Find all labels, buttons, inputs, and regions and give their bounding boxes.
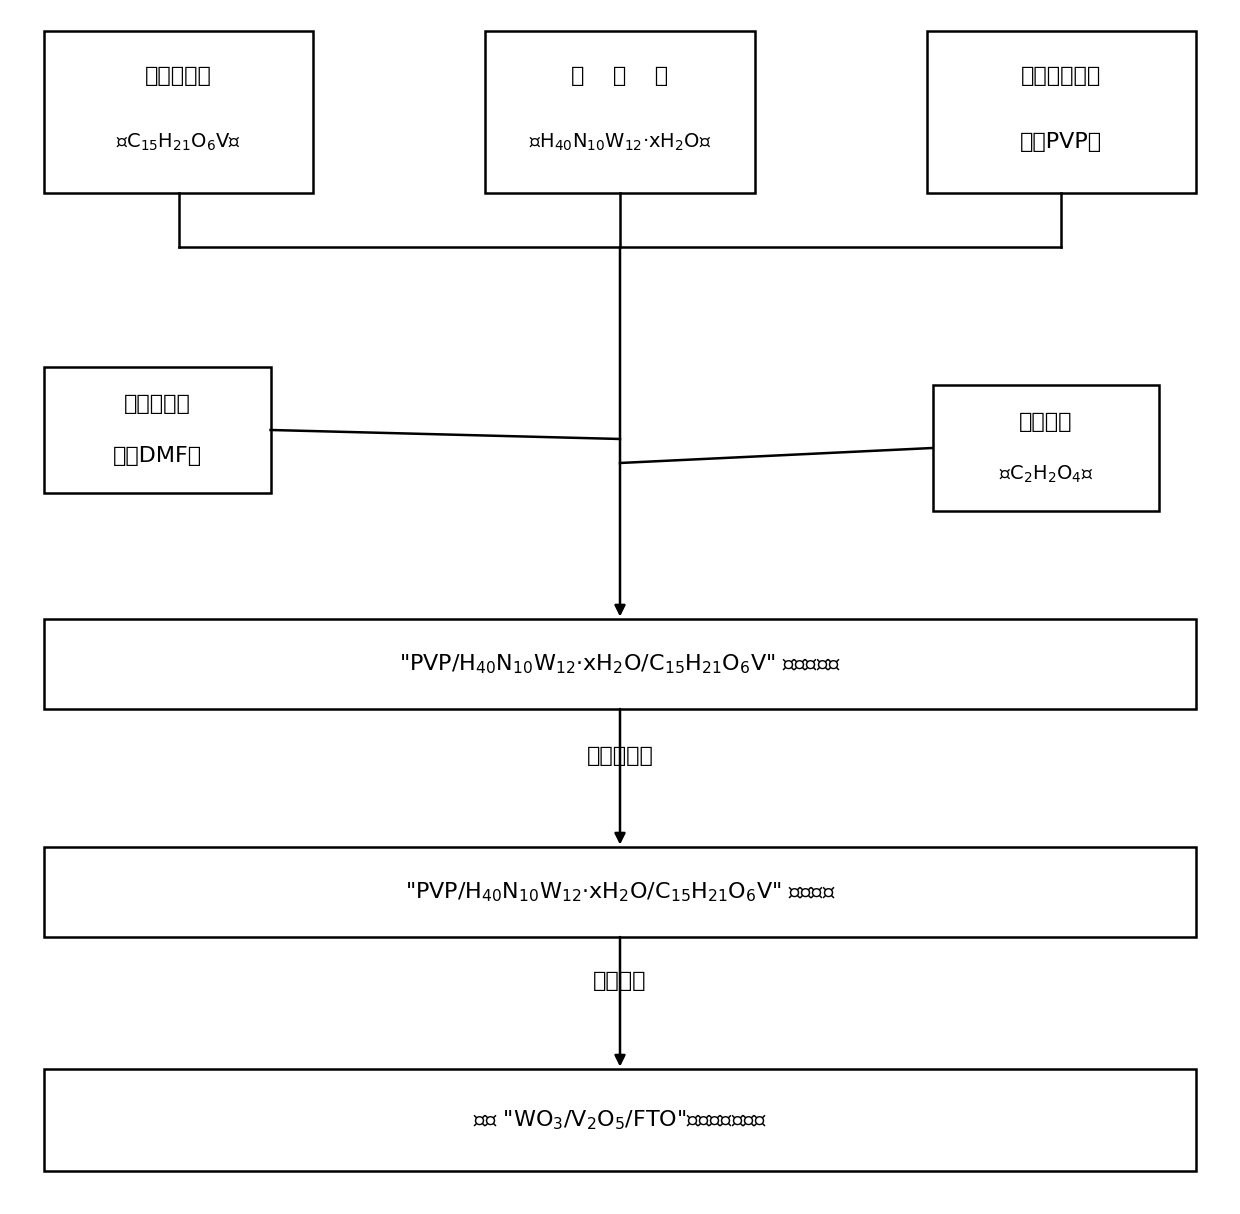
Bar	[43, 619, 1197, 709]
Text: 胺（DMF）: 胺（DMF）	[113, 447, 202, 466]
Text: 二甲基甲酰: 二甲基甲酰	[124, 393, 191, 414]
Bar	[932, 385, 1159, 511]
Text: 聚乙烯吡咯烷: 聚乙烯吡咯烷	[1022, 66, 1101, 86]
Bar	[43, 1070, 1197, 1172]
Bar	[485, 30, 755, 193]
Text: （H$_{40}$N$_{10}$W$_{12}$·xH$_{2}$O）: （H$_{40}$N$_{10}$W$_{12}$·xH$_{2}$O）	[528, 131, 712, 153]
Text: 高温焙烧: 高温焙烧	[593, 971, 647, 992]
Text: 草酸溶液: 草酸溶液	[1019, 412, 1073, 432]
Text: 钨    酸    铵: 钨 酸 铵	[572, 66, 668, 86]
Text: 静电纺丝法: 静电纺丝法	[587, 747, 653, 766]
Text: （C$_{2}$H$_{2}$O$_{4}$）: （C$_{2}$H$_{2}$O$_{4}$）	[999, 464, 1094, 486]
Text: "PVP/H$_{40}$N$_{10}$W$_{12}$·xH$_{2}$O/C$_{15}$H$_{21}$O$_{6}$V" 前驱体溶液: "PVP/H$_{40}$N$_{10}$W$_{12}$·xH$_{2}$O/…	[399, 652, 841, 676]
Bar	[43, 30, 314, 193]
Bar	[43, 367, 270, 493]
Text: 酮（PVP）: 酮（PVP）	[1021, 132, 1102, 152]
Text: 乙酰丙酮钒: 乙酰丙酮钒	[145, 66, 212, 86]
Text: 有序 "WO$_{3}$/V$_{2}$O$_{5}$/FTO"复合光电极材料: 有序 "WO$_{3}$/V$_{2}$O$_{5}$/FTO"复合光电极材料	[474, 1108, 766, 1131]
Bar	[43, 847, 1197, 937]
Text: "PVP/H$_{40}$N$_{10}$W$_{12}$·xH$_{2}$O/C$_{15}$H$_{21}$O$_{6}$V" 纳米纤维: "PVP/H$_{40}$N$_{10}$W$_{12}$·xH$_{2}$O/…	[404, 880, 836, 904]
Bar	[926, 30, 1197, 193]
Text: （C$_{15}$H$_{21}$O$_{6}$V）: （C$_{15}$H$_{21}$O$_{6}$V）	[117, 131, 241, 153]
